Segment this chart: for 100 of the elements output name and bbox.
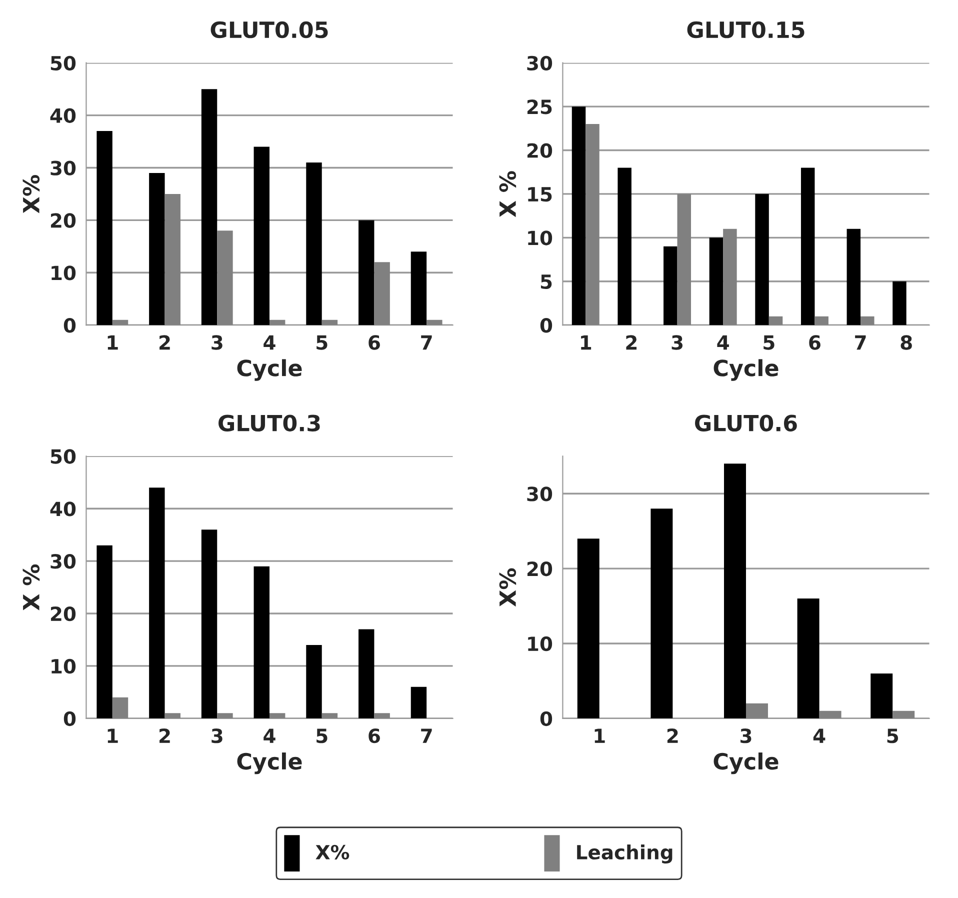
y-tick-label: 0 bbox=[64, 318, 76, 333]
bar bbox=[892, 710, 915, 718]
x-tick-label: 4 bbox=[717, 335, 729, 350]
x-axis-title: Cycle bbox=[714, 752, 778, 774]
x-axis-title: Cycle bbox=[237, 359, 302, 381]
bar bbox=[724, 464, 746, 718]
y-tick-label: 40 bbox=[50, 502, 76, 516]
y-tick-label: 50 bbox=[50, 56, 76, 71]
bar bbox=[410, 686, 427, 718]
y-tick-label: 0 bbox=[540, 711, 552, 726]
y-tick-label: 30 bbox=[50, 554, 76, 569]
x-tick-label: 3 bbox=[212, 335, 222, 350]
y-axis-title: X % bbox=[22, 564, 40, 610]
x-tick-label: 3 bbox=[740, 728, 752, 744]
y-tick-label: 20 bbox=[50, 606, 76, 622]
y-axis-title: X% bbox=[22, 174, 40, 214]
x-tick-label: 4 bbox=[264, 728, 276, 743]
chart-title: GLUT0.6 bbox=[695, 414, 797, 432]
bar bbox=[164, 194, 180, 326]
bar bbox=[112, 697, 128, 718]
x-tick-label: 6 bbox=[368, 335, 380, 350]
y-tick-label: 40 bbox=[50, 108, 76, 123]
bar bbox=[892, 281, 906, 326]
y-tick-label: 20 bbox=[527, 143, 552, 158]
x-tick-label: 7 bbox=[855, 335, 866, 350]
bar bbox=[96, 545, 112, 718]
bar bbox=[426, 320, 442, 326]
x-tick-label: 2 bbox=[160, 335, 170, 350]
bar bbox=[269, 713, 286, 718]
x-tick-label: 3 bbox=[672, 335, 682, 350]
x-tick-label: 6 bbox=[809, 335, 820, 350]
bar bbox=[577, 538, 600, 718]
legend-label: Leaching bbox=[577, 844, 672, 864]
bar bbox=[96, 131, 112, 326]
bar bbox=[618, 168, 632, 326]
bar bbox=[650, 508, 673, 718]
chart-title: GLUT0.3 bbox=[218, 414, 320, 432]
bar bbox=[768, 316, 783, 326]
bar bbox=[164, 713, 180, 718]
chart-title: GLUT0.15 bbox=[687, 21, 804, 38]
bar bbox=[149, 172, 165, 326]
bar bbox=[814, 316, 828, 326]
y-tick-label: 0 bbox=[64, 711, 76, 726]
bar bbox=[846, 228, 861, 326]
bar bbox=[322, 713, 338, 718]
bar bbox=[410, 252, 427, 326]
y-tick-label: 30 bbox=[50, 160, 76, 176]
x-tick-label: 8 bbox=[900, 335, 912, 350]
x-tick-label: 2 bbox=[667, 728, 678, 743]
bar bbox=[201, 89, 218, 326]
y-tick-label: 20 bbox=[527, 562, 552, 576]
y-tick-label: 30 bbox=[527, 486, 552, 502]
bar bbox=[800, 168, 815, 326]
bar bbox=[677, 194, 692, 326]
y-tick-label: 5 bbox=[540, 274, 552, 290]
bar bbox=[746, 703, 768, 718]
y-tick-label: 20 bbox=[50, 213, 76, 228]
x-tick-label: 5 bbox=[316, 728, 328, 744]
bar bbox=[306, 162, 322, 326]
bar bbox=[306, 644, 322, 718]
x-tick-label: 3 bbox=[212, 728, 222, 744]
y-tick-label: 10 bbox=[52, 266, 76, 280]
x-tick-label: 2 bbox=[160, 728, 170, 743]
x-tick-label: 6 bbox=[368, 728, 380, 744]
chart-title: GLUT0.05 bbox=[210, 21, 328, 38]
y-tick-label: 25 bbox=[527, 100, 552, 114]
bar bbox=[358, 220, 374, 326]
bar bbox=[870, 673, 893, 718]
bar bbox=[374, 713, 390, 718]
bar bbox=[217, 713, 233, 718]
y-tick-label: 10 bbox=[52, 658, 76, 674]
x-tick-label: 7 bbox=[421, 728, 432, 743]
bar bbox=[819, 710, 842, 718]
x-tick-label: 2 bbox=[626, 335, 637, 350]
bar bbox=[322, 320, 338, 326]
y-tick-label: 30 bbox=[527, 56, 552, 71]
bar bbox=[358, 629, 374, 718]
x-tick-label: 4 bbox=[813, 728, 826, 743]
bar bbox=[664, 246, 678, 326]
bar bbox=[586, 124, 600, 326]
x-tick-label: 1 bbox=[594, 728, 605, 743]
bar bbox=[254, 146, 270, 326]
bar bbox=[201, 530, 218, 718]
x-tick-label: 5 bbox=[764, 335, 774, 350]
bar bbox=[860, 316, 874, 326]
x-axis-title: Cycle bbox=[237, 752, 302, 774]
y-tick-label: 50 bbox=[50, 449, 76, 464]
bar bbox=[797, 598, 820, 718]
x-tick-label: 5 bbox=[316, 335, 328, 350]
bar bbox=[254, 566, 270, 718]
bar bbox=[112, 320, 128, 326]
y-tick-label: 15 bbox=[528, 187, 552, 202]
bar bbox=[755, 194, 769, 326]
x-axis-title: Cycle bbox=[714, 359, 778, 381]
y-tick-label: 0 bbox=[540, 318, 552, 333]
bar bbox=[709, 238, 724, 326]
bar bbox=[269, 320, 286, 326]
y-tick-label: 10 bbox=[528, 230, 552, 246]
y-tick-label: 10 bbox=[528, 636, 552, 652]
y-axis-title: X% bbox=[499, 568, 516, 607]
